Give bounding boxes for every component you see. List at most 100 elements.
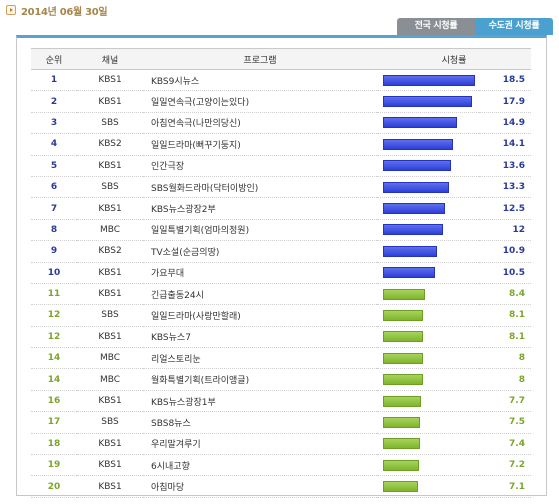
program-cell: 긴급출동24시 bbox=[143, 283, 377, 306]
table-row: 11 KBS1 긴급출동24시 8.4 bbox=[31, 283, 531, 306]
program-cell: SBS월화드라마(닥터이방인) bbox=[143, 176, 377, 199]
ratings-table: 순위 채널 프로그램 시청률 1 KBS1 KBS9시뉴스 18.5 2 KBS1 일일연속… bbox=[31, 48, 531, 498]
table-row: 18 KBS1 우리말겨루기 7.4 bbox=[31, 433, 531, 456]
channel-cell: KBS1 bbox=[77, 69, 143, 92]
table-row: 19 KBS1 6시내고향 7.2 bbox=[31, 454, 531, 477]
col-header-rank: 순위 bbox=[31, 48, 77, 70]
rating-value: 7.7 bbox=[479, 390, 531, 413]
table-header-row: 순위 채널 프로그램 시청률 bbox=[31, 48, 531, 70]
channel-cell: KBS2 bbox=[77, 133, 143, 156]
channel-cell: KBS1 bbox=[77, 390, 143, 413]
channel-cell: MBC bbox=[77, 347, 143, 370]
channel-cell: SBS bbox=[77, 176, 143, 199]
rating-value: 7.1 bbox=[479, 475, 531, 498]
rating-bar-cell bbox=[377, 283, 479, 306]
rating-bar bbox=[383, 245, 437, 257]
rank-cell: 8 bbox=[31, 219, 77, 242]
channel-cell: KBS1 bbox=[77, 454, 143, 477]
program-cell: KBS뉴스광장2부 bbox=[143, 197, 377, 220]
rating-value: 14.1 bbox=[479, 133, 531, 156]
channel-cell: KBS2 bbox=[77, 240, 143, 263]
program-cell: 리얼스토리눈 bbox=[143, 347, 377, 370]
rating-bar bbox=[383, 395, 421, 407]
rank-cell: 2 bbox=[31, 90, 77, 113]
program-cell: 6시내고향 bbox=[143, 454, 377, 477]
program-cell: 일일연속극(고양이는있다) bbox=[143, 90, 377, 113]
rating-value: 12 bbox=[479, 219, 531, 242]
rating-value: 13.6 bbox=[479, 155, 531, 177]
rating-value: 13.3 bbox=[479, 176, 531, 199]
date-label: 2014년 06월 30일 bbox=[21, 6, 108, 18]
program-cell: 가요무대 bbox=[143, 262, 377, 284]
rank-cell: 7 bbox=[31, 197, 77, 220]
rating-bar bbox=[383, 203, 445, 215]
rating-bar-cell bbox=[377, 133, 479, 156]
channel-cell: KBS1 bbox=[77, 90, 143, 113]
table-row: 8 MBC 일일특별기획(엄마의정원) 12 bbox=[31, 219, 531, 242]
table-row: 14 MBC 월화특별기획(트라이앵글) 8 bbox=[31, 368, 531, 391]
tab-national-rating[interactable]: 전국 시청률 bbox=[397, 18, 475, 35]
rank-cell: 14 bbox=[31, 368, 77, 391]
program-cell: 일일드라마(사랑만할래) bbox=[143, 304, 377, 327]
table-row: 17 SBS SBS8뉴스 7.5 bbox=[31, 411, 531, 434]
rating-bar-cell bbox=[377, 454, 479, 477]
channel-cell: SBS bbox=[77, 112, 143, 135]
rank-cell: 14 bbox=[31, 347, 77, 370]
rating-value: 17.9 bbox=[479, 90, 531, 113]
rating-bar bbox=[383, 74, 475, 86]
program-cell: 인간극장 bbox=[143, 155, 377, 177]
table-row: 6 SBS SBS월화드라마(닥터이방인) 13.3 bbox=[31, 176, 531, 199]
rating-value: 8 bbox=[479, 368, 531, 391]
rating-bar bbox=[383, 181, 449, 193]
program-cell: 우리말겨루기 bbox=[143, 433, 377, 456]
rating-value: 10.5 bbox=[479, 262, 531, 284]
program-cell: KBS뉴스광장1부 bbox=[143, 390, 377, 413]
table-row: 5 KBS1 인간극장 13.6 bbox=[31, 155, 531, 177]
rating-bar bbox=[383, 352, 423, 364]
rank-cell: 19 bbox=[31, 454, 77, 477]
rank-cell: 10 bbox=[31, 262, 77, 284]
rating-bar bbox=[383, 309, 423, 321]
table-row: 9 KBS2 TV소설(순금의땅) 10.9 bbox=[31, 240, 531, 263]
rank-cell: 6 bbox=[31, 176, 77, 199]
rating-bar-cell bbox=[377, 219, 479, 242]
rating-bar-cell bbox=[377, 262, 479, 284]
rank-cell: 20 bbox=[31, 475, 77, 498]
rating-bar bbox=[383, 96, 472, 108]
rating-bar-cell bbox=[377, 433, 479, 456]
rank-cell: 12 bbox=[31, 326, 77, 349]
rating-bar-cell bbox=[377, 347, 479, 370]
rating-value: 8.1 bbox=[479, 326, 531, 349]
rating-bar bbox=[383, 138, 453, 150]
table-row: 20 KBS1 아침마당 7.1 bbox=[31, 475, 531, 498]
program-cell: 일일특별기획(엄마의정원) bbox=[143, 219, 377, 242]
rating-bar-cell bbox=[377, 90, 479, 113]
rating-bar bbox=[383, 117, 457, 129]
rank-cell: 16 bbox=[31, 390, 77, 413]
tab-metro-rating[interactable]: 수도권 시청률 bbox=[475, 18, 553, 35]
rank-cell: 18 bbox=[31, 433, 77, 456]
rank-cell: 12 bbox=[31, 304, 77, 327]
rating-value: 8.1 bbox=[479, 304, 531, 327]
rating-value: 12.5 bbox=[479, 197, 531, 220]
program-cell: 아침연속극(나만의당신) bbox=[143, 112, 377, 135]
rating-bar-cell bbox=[377, 197, 479, 220]
table-row: 12 SBS 일일드라마(사랑만할래) 8.1 bbox=[31, 304, 531, 327]
rank-cell: 5 bbox=[31, 155, 77, 177]
rating-bar-cell bbox=[377, 112, 479, 135]
rating-bar bbox=[383, 288, 425, 300]
program-cell: KBS뉴스7 bbox=[143, 326, 377, 349]
rating-bar-cell bbox=[377, 240, 479, 263]
channel-cell: MBC bbox=[77, 368, 143, 391]
rating-bar bbox=[383, 267, 435, 279]
rank-cell: 4 bbox=[31, 133, 77, 156]
rating-bar-cell bbox=[377, 368, 479, 391]
rating-tabs: 전국 시청률 수도권 시청률 bbox=[397, 18, 553, 35]
channel-cell: MBC bbox=[77, 219, 143, 242]
channel-cell: KBS1 bbox=[77, 283, 143, 306]
program-cell: TV소설(순금의땅) bbox=[143, 240, 377, 263]
rank-cell: 9 bbox=[31, 240, 77, 263]
rating-bar-cell bbox=[377, 390, 479, 413]
program-cell: 일일드라마(뻐꾸기둥지) bbox=[143, 133, 377, 156]
rank-cell: 17 bbox=[31, 411, 77, 434]
